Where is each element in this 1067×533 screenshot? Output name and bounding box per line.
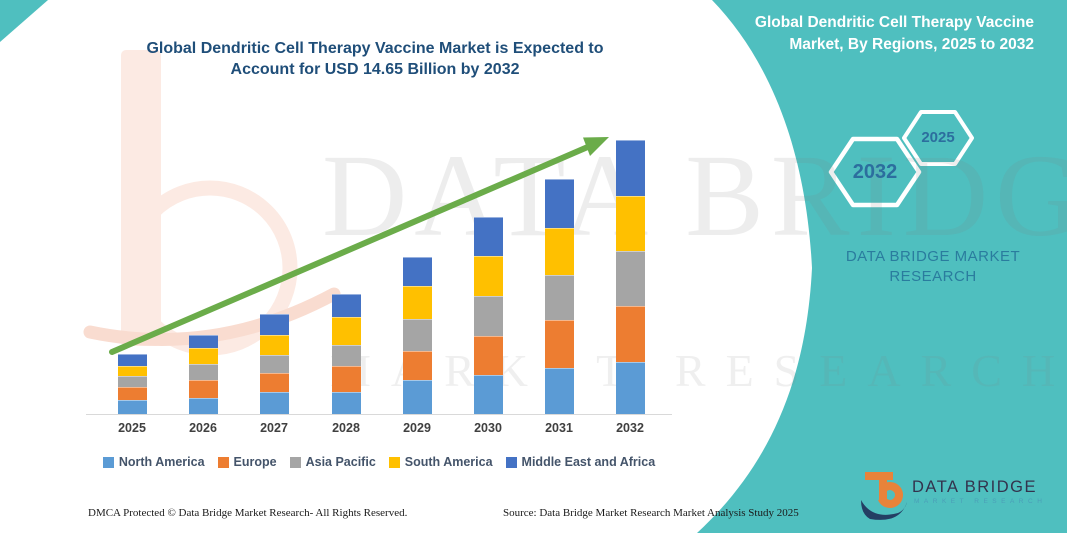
bar-segment-middle-east-and-africa-2029 bbox=[402, 257, 432, 286]
footer-source: Source: Data Bridge Market Research Mark… bbox=[503, 507, 799, 519]
bar-segment-north-america-2030 bbox=[473, 375, 503, 414]
bar-segment-asia-pacific-2030 bbox=[473, 296, 503, 336]
x-axis-label-2031: 2031 bbox=[545, 421, 573, 435]
bar-segment-north-america-2029 bbox=[402, 380, 432, 414]
legend-item-south-america: South America bbox=[388, 455, 493, 469]
dbmr-logo: DATA BRIDGE MARKET RESEARCH bbox=[856, 464, 1046, 526]
bar-segment-middle-east-and-africa-2032 bbox=[615, 140, 645, 196]
bar-segment-south-america-2027 bbox=[259, 335, 289, 355]
panel-title: Global Dendritic Cell Therapy Vaccine Ma… bbox=[754, 14, 1034, 53]
legend-swatch-north-america bbox=[102, 456, 114, 468]
bar-segment-europe-2029 bbox=[402, 351, 432, 380]
legend-label-north-america: North America bbox=[118, 455, 205, 469]
bar-2026 bbox=[188, 335, 218, 414]
bar-segment-middle-east-and-africa-2030 bbox=[473, 217, 503, 256]
x-axis-label-2026: 2026 bbox=[189, 421, 217, 435]
bar-segment-south-america-2032 bbox=[615, 196, 645, 251]
legend-item-europe: Europe bbox=[217, 455, 277, 469]
x-axis-label-2027: 2027 bbox=[260, 421, 288, 435]
bar-segment-asia-pacific-2025 bbox=[117, 376, 147, 387]
x-axis-label-2025: 2025 bbox=[118, 421, 146, 435]
bar-segment-asia-pacific-2026 bbox=[188, 364, 218, 380]
legend-item-middle-east-and-africa: Middle East and Africa bbox=[505, 455, 656, 469]
bar-segment-north-america-2027 bbox=[259, 392, 289, 414]
bar-segment-asia-pacific-2028 bbox=[331, 345, 361, 366]
bar-segment-south-america-2030 bbox=[473, 256, 503, 296]
bar-segment-europe-2025 bbox=[117, 387, 147, 400]
bar-segment-europe-2026 bbox=[188, 380, 218, 398]
bar-segment-middle-east-and-africa-2031 bbox=[544, 179, 574, 228]
logo-b-bowl bbox=[877, 481, 903, 508]
bar-segment-asia-pacific-2032 bbox=[615, 251, 645, 306]
legend-label-europe: Europe bbox=[233, 455, 277, 469]
bar-segment-europe-2027 bbox=[259, 373, 289, 392]
bar-2029 bbox=[402, 257, 432, 414]
bar-2031 bbox=[544, 179, 574, 414]
bar-2030 bbox=[473, 217, 503, 414]
x-axis-label-2030: 2030 bbox=[474, 421, 502, 435]
legend-swatch-europe bbox=[217, 456, 229, 468]
bar-2027 bbox=[259, 314, 289, 414]
bar-segment-asia-pacific-2031 bbox=[544, 275, 574, 320]
bar-segment-north-america-2028 bbox=[331, 392, 361, 414]
bar-segment-europe-2032 bbox=[615, 306, 645, 362]
bar-segment-europe-2028 bbox=[331, 366, 361, 392]
chart-title: Global Dendritic Cell Therapy Vaccine Ma… bbox=[146, 40, 604, 78]
bar-segment-asia-pacific-2029 bbox=[402, 319, 432, 351]
x-axis-label-2029: 2029 bbox=[403, 421, 431, 435]
hexagon-2032-label: 2032 bbox=[852, 161, 898, 183]
dbmr-logo-icon bbox=[861, 472, 907, 520]
bar-segment-south-america-2031 bbox=[544, 228, 574, 275]
legend-swatch-asia-pacific bbox=[289, 456, 301, 468]
legend-item-north-america: North America bbox=[102, 455, 205, 469]
bar-segment-europe-2031 bbox=[544, 320, 574, 368]
bar-segment-north-america-2025 bbox=[117, 400, 147, 414]
footer-dmca: DMCA Protected © Data Bridge Market Rese… bbox=[88, 507, 408, 519]
legend-label-south-america: South America bbox=[404, 455, 493, 469]
logo-b-stem bbox=[865, 472, 893, 502]
brand-statement: DATA BRIDGE MARKET RESEARCH bbox=[845, 248, 1021, 285]
chart-legend: North America Europe Asia Pacific South Ame… bbox=[85, 455, 673, 469]
hexagon-2025 bbox=[902, 110, 974, 166]
legend-item-asia-pacific: Asia Pacific bbox=[289, 455, 376, 469]
x-axis-label-2028: 2028 bbox=[332, 421, 360, 435]
bar-segment-asia-pacific-2027 bbox=[259, 355, 289, 373]
bar-segment-south-america-2025 bbox=[117, 366, 147, 376]
bar-segment-europe-2030 bbox=[473, 336, 503, 375]
hexagon-2032 bbox=[828, 136, 922, 208]
bar-2032 bbox=[615, 140, 645, 414]
logo-d-swoosh bbox=[861, 500, 907, 520]
bar-segment-middle-east-and-africa-2027 bbox=[259, 314, 289, 335]
x-axis-line bbox=[86, 414, 672, 415]
bar-segment-middle-east-and-africa-2025 bbox=[117, 354, 147, 366]
bar-segment-middle-east-and-africa-2026 bbox=[188, 335, 218, 348]
bar-2025 bbox=[117, 354, 147, 414]
logo-name-text: DATA BRIDGE bbox=[912, 478, 1037, 496]
x-axis-label-2032: 2032 bbox=[616, 421, 644, 435]
legend-swatch-south-america bbox=[388, 456, 400, 468]
bar-segment-south-america-2029 bbox=[402, 286, 432, 319]
hexagon-2025-label: 2025 bbox=[921, 129, 955, 146]
legend-label-asia-pacific: Asia Pacific bbox=[305, 455, 376, 469]
legend-label-middle-east-and-africa: Middle East and Africa bbox=[521, 455, 656, 469]
bar-segment-south-america-2028 bbox=[331, 317, 361, 345]
legend-swatch-middle-east-and-africa bbox=[505, 456, 517, 468]
logo-subtitle-text: MARKET RESEARCH bbox=[914, 498, 1047, 505]
bar-segment-north-america-2032 bbox=[615, 362, 645, 414]
bar-segment-south-america-2026 bbox=[188, 348, 218, 364]
bar-segment-north-america-2026 bbox=[188, 398, 218, 414]
corner-triangle bbox=[0, 0, 48, 42]
teal-panel-path bbox=[697, 0, 1067, 533]
bar-segment-middle-east-and-africa-2028 bbox=[331, 294, 361, 317]
bar-2028 bbox=[331, 294, 361, 414]
bar-segment-north-america-2031 bbox=[544, 368, 574, 414]
